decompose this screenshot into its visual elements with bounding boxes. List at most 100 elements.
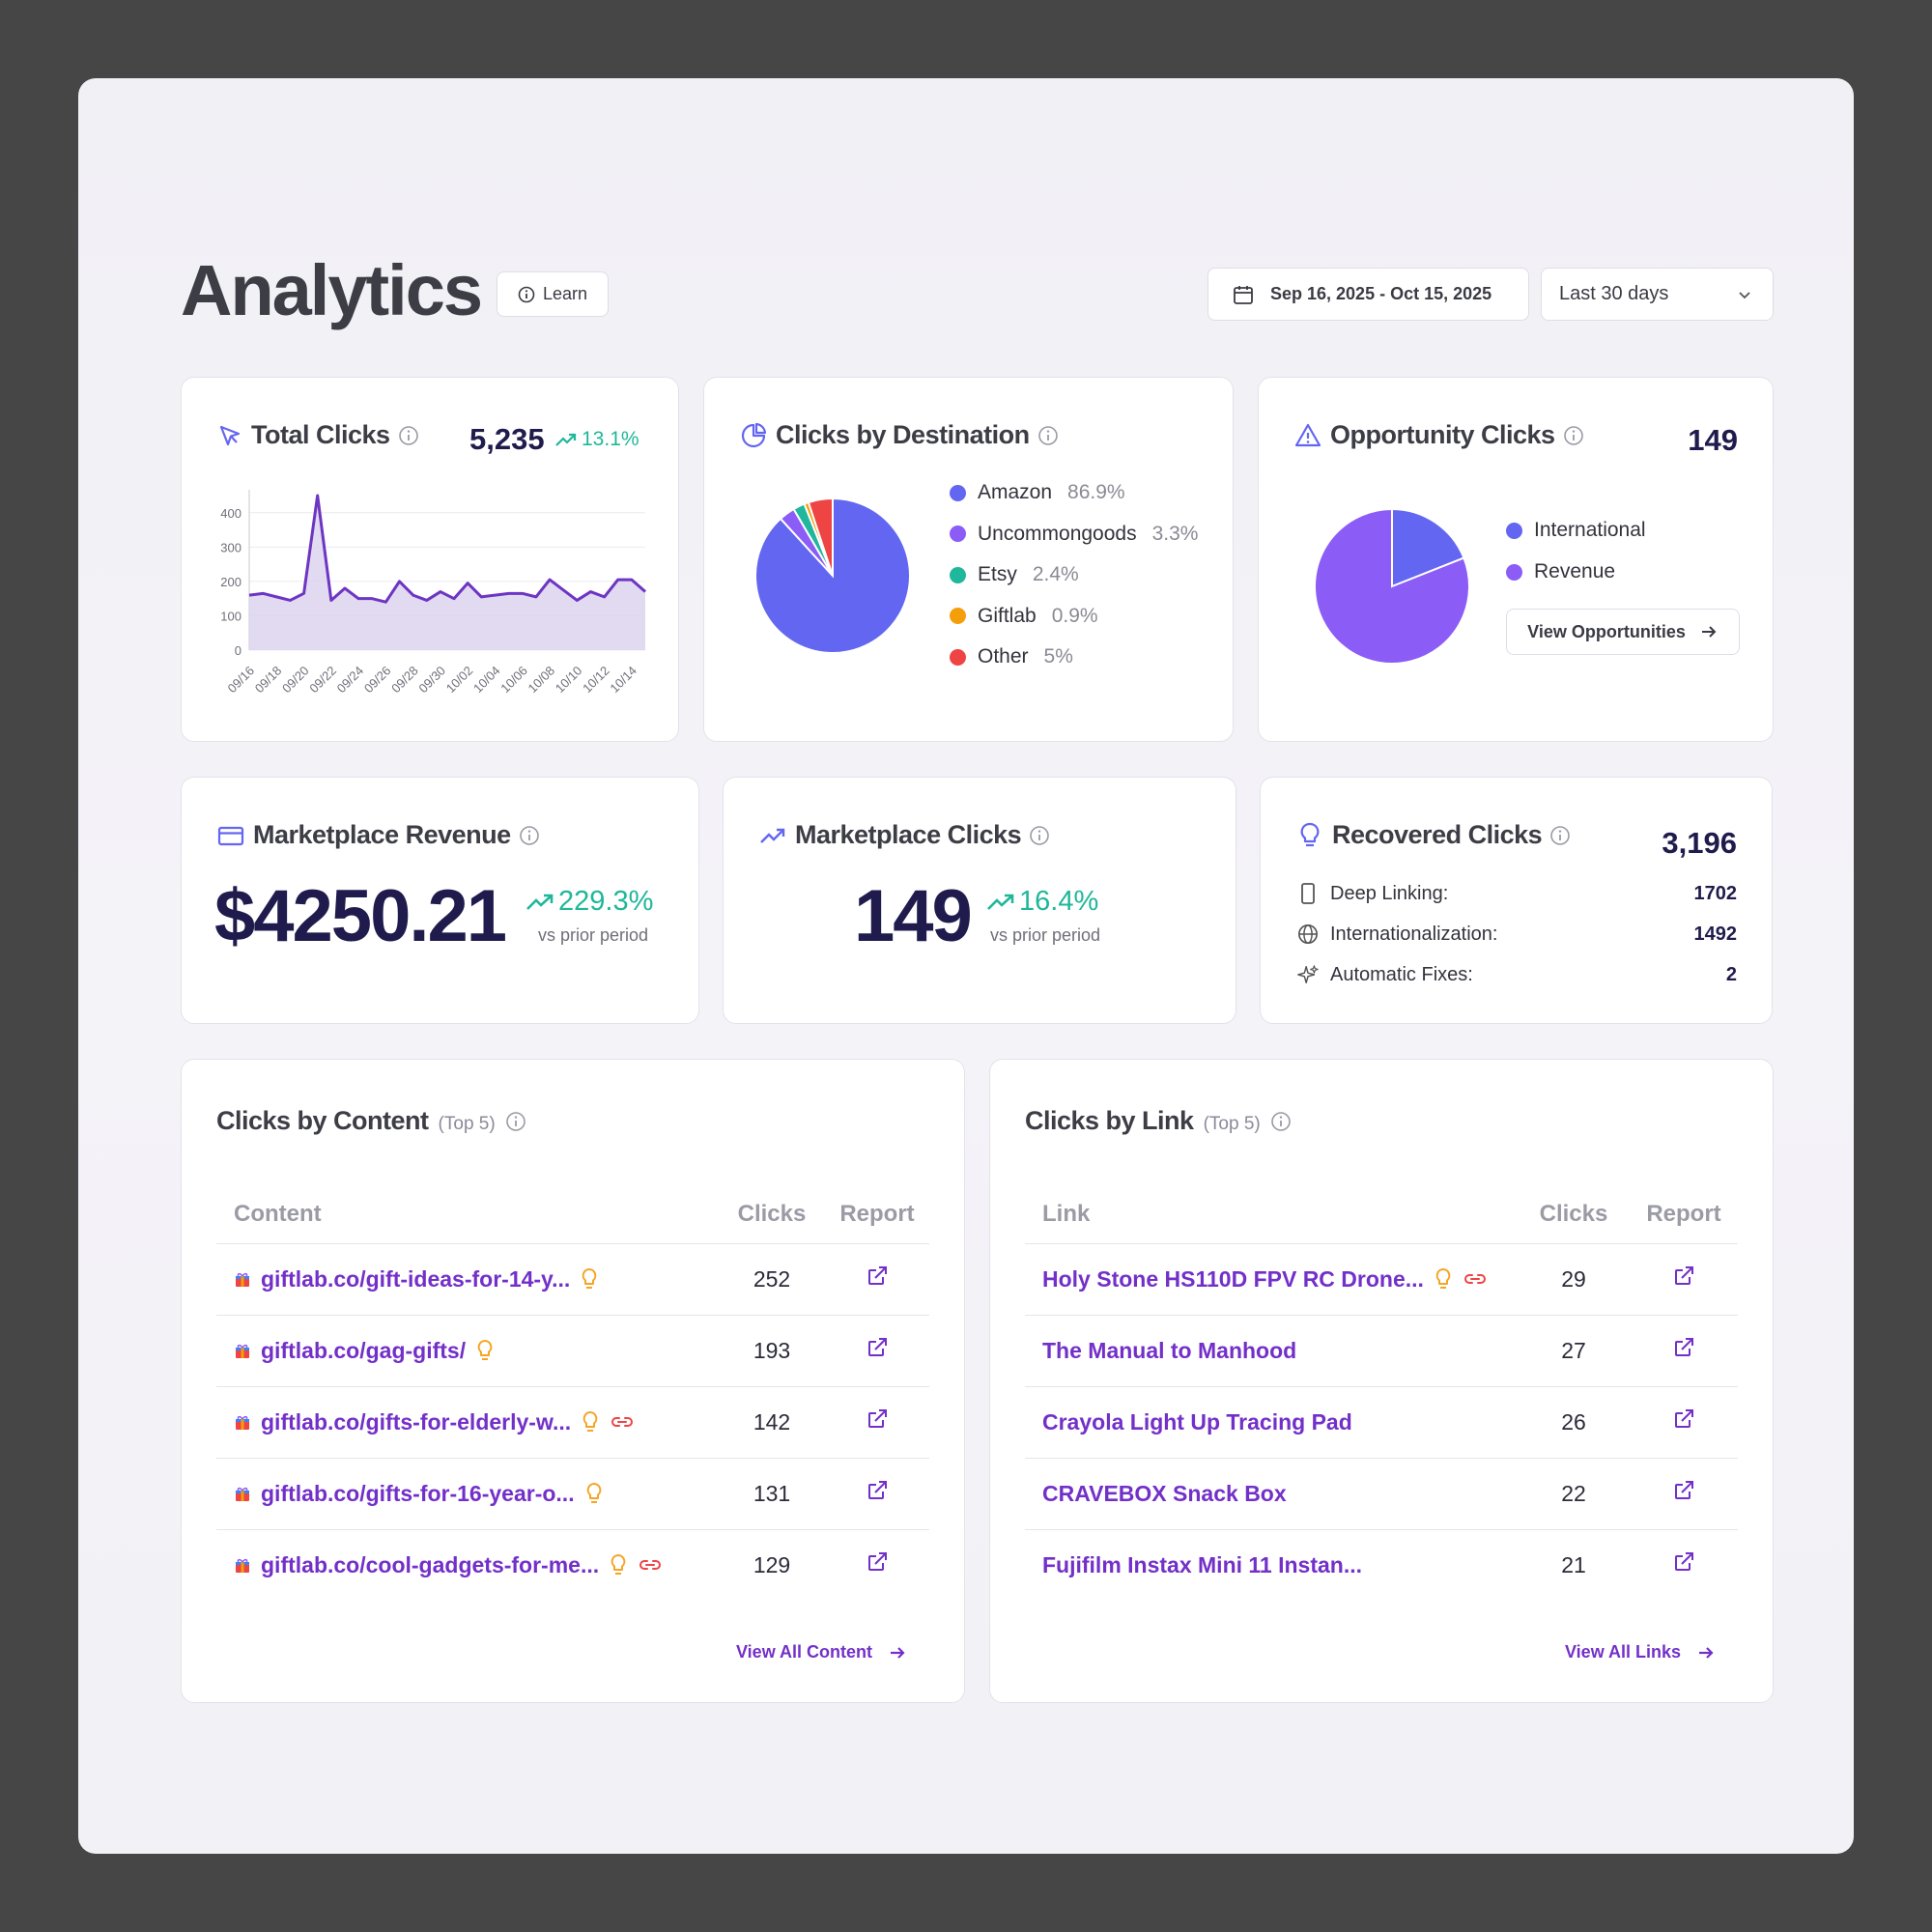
opportunity-clicks-title: Opportunity Clicks — [1330, 420, 1555, 449]
external-link-icon[interactable] — [866, 1407, 889, 1431]
info-icon[interactable] — [1270, 1111, 1292, 1132]
row-link[interactable]: giftlab.co/gifts-for-elderly-w... — [261, 1408, 572, 1435]
broken-link-icon — [1463, 1274, 1486, 1284]
total-clicks-trend-value: 13.1% — [582, 428, 639, 450]
marketplace-revenue-card: Marketplace Revenue $4250.21 229.3% vs p… — [181, 777, 699, 1024]
info-icon[interactable] — [1029, 825, 1050, 846]
recovered-row-deep-linking: Deep Linking: 1702 — [1297, 882, 1737, 905]
external-link-icon[interactable] — [1672, 1264, 1695, 1288]
recovered-row-value: 1702 — [1693, 882, 1738, 904]
x-tick-label: 10/08 — [526, 664, 558, 696]
row-report[interactable] — [825, 1458, 929, 1530]
row-report[interactable] — [825, 1386, 929, 1459]
row-report[interactable] — [1630, 1458, 1738, 1530]
lightbulb-icon — [477, 1340, 493, 1360]
broken-link-icon — [639, 1560, 662, 1571]
x-tick-label: 09/16 — [225, 664, 258, 696]
row-link[interactable]: Crayola Light Up Tracing Pad — [1042, 1408, 1352, 1435]
external-link-icon[interactable] — [866, 1264, 889, 1288]
view-all-links-link[interactable]: View All Links — [1565, 1642, 1716, 1662]
learn-label: Learn — [542, 284, 588, 303]
recovered-clicks-card: Recovered Clicks 3,196 Deep Linking: 170… — [1260, 777, 1773, 1024]
legend-dot — [1506, 563, 1522, 581]
gift-icon — [236, 1272, 249, 1287]
x-tick-label: 09/26 — [361, 664, 394, 696]
trending-up-icon — [760, 828, 785, 843]
external-link-icon[interactable] — [1672, 1407, 1695, 1431]
row-clicks: 27 — [1518, 1315, 1630, 1387]
row-report[interactable] — [1630, 1386, 1738, 1459]
row-link[interactable]: giftlab.co/gag-gifts/ — [261, 1337, 467, 1363]
column-header-report[interactable]: Report — [825, 1185, 929, 1244]
row-link[interactable]: Holy Stone HS110D FPV RC Drone... — [1042, 1265, 1424, 1292]
external-link-icon[interactable] — [1672, 1550, 1695, 1574]
row-link[interactable]: The Manual to Manhood — [1042, 1337, 1297, 1363]
area-fill — [249, 496, 645, 650]
row-report[interactable] — [1630, 1529, 1738, 1601]
opportunity-clicks-value: 149 — [1688, 423, 1738, 457]
row-clicks: 22 — [1518, 1458, 1630, 1530]
info-icon[interactable] — [1549, 825, 1571, 846]
column-header-content[interactable]: Content — [216, 1185, 719, 1244]
column-header-report[interactable]: Report — [1630, 1185, 1738, 1244]
row-report[interactable] — [1630, 1315, 1738, 1387]
legend-percent: 86.9% — [1067, 481, 1125, 503]
warning-icon — [1294, 423, 1321, 446]
gift-icon — [236, 1559, 249, 1574]
x-tick-label: 09/30 — [415, 664, 448, 696]
row-report[interactable] — [1630, 1243, 1738, 1316]
legend-label: Amazon — [978, 481, 1053, 503]
info-icon[interactable] — [1037, 425, 1059, 446]
clicks-by-link-subtitle: (Top 5) — [1203, 1114, 1261, 1134]
range-select[interactable]: Last 30 days — [1541, 268, 1774, 321]
lightbulb-icon — [582, 1411, 598, 1432]
column-header-clicks[interactable]: Clicks — [719, 1185, 825, 1244]
x-tick-label: 09/28 — [388, 664, 421, 696]
column-header-link[interactable]: Link — [1025, 1185, 1518, 1244]
row-link[interactable]: Fujifilm Instax Mini 11 Instan... — [1042, 1551, 1363, 1577]
row-link[interactable]: giftlab.co/gift-ideas-for-14-y... — [261, 1265, 571, 1292]
date-range-picker[interactable]: Sep 16, 2025 - Oct 15, 2025 — [1208, 268, 1529, 321]
row-link[interactable]: CRAVEBOX Snack Box — [1042, 1480, 1287, 1506]
info-icon[interactable] — [505, 1111, 526, 1132]
table-row: giftlab.co/gag-gifts/ 193 — [216, 1315, 929, 1387]
info-icon[interactable] — [398, 425, 419, 446]
external-link-icon[interactable] — [1672, 1336, 1695, 1359]
external-link-icon[interactable] — [1672, 1479, 1695, 1502]
row-report[interactable] — [825, 1529, 929, 1601]
credit-card-icon — [217, 826, 244, 845]
row-clicks: 142 — [719, 1386, 825, 1459]
info-icon[interactable] — [1563, 425, 1584, 446]
y-tick-label: 300 — [220, 540, 242, 554]
info-icon[interactable] — [519, 825, 540, 846]
cursor-icon — [219, 425, 241, 445]
content-table: Content Clicks Report giftlab.co/gift-id… — [216, 1185, 929, 1601]
row-link[interactable]: giftlab.co/gifts-for-16-year-o... — [261, 1480, 575, 1506]
table-row: Crayola Light Up Tracing Pad 26 — [1025, 1386, 1738, 1459]
pie-slice-other — [807, 497, 834, 577]
x-tick-label: 10/14 — [607, 664, 639, 696]
marketplace-revenue-title: Marketplace Revenue — [253, 820, 511, 849]
legend-item: Uncommongoods 3.3% — [950, 523, 1198, 546]
external-link-icon[interactable] — [866, 1479, 889, 1502]
arrow-right-icon — [1699, 1646, 1714, 1659]
external-link-icon[interactable] — [866, 1550, 889, 1574]
view-opportunities-button[interactable]: View Opportunities — [1506, 609, 1740, 655]
legend-percent: 0.9% — [1051, 604, 1098, 627]
legend-item: International — [1506, 519, 1646, 542]
destination-pie-chart — [754, 497, 911, 654]
legend-item: Etsy 2.4% — [950, 563, 1079, 586]
row-report[interactable] — [825, 1243, 929, 1316]
table-row: giftlab.co/gifts-for-elderly-w... 142 — [216, 1386, 929, 1459]
row-link[interactable]: giftlab.co/cool-gadgets-for-me... — [261, 1551, 600, 1577]
total-clicks-card: Total Clicks 5,235 13.1% 0 100 200 300 400 09… — [181, 377, 679, 742]
marketplace-clicks-card: Marketplace Clicks 149 16.4% vs prior pe… — [723, 777, 1236, 1024]
row-report[interactable] — [825, 1315, 929, 1387]
x-tick-label: 10/10 — [553, 664, 585, 696]
learn-button[interactable]: Learn — [497, 271, 609, 317]
view-all-content-link[interactable]: View All Content — [736, 1642, 907, 1662]
row-clicks: 131 — [719, 1458, 825, 1530]
external-link-icon[interactable] — [866, 1336, 889, 1359]
y-tick-label: 200 — [220, 575, 242, 589]
column-header-clicks[interactable]: Clicks — [1518, 1185, 1630, 1244]
